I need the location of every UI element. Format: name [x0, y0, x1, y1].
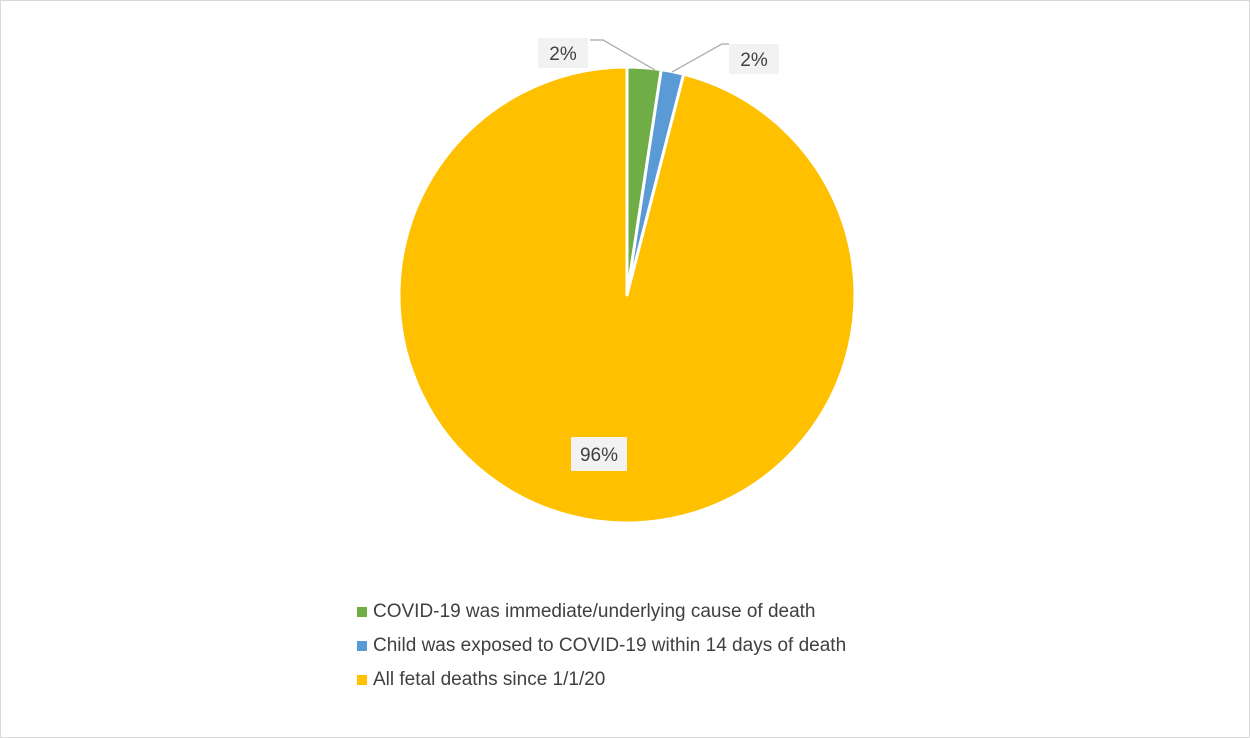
data-label: 2%: [740, 50, 768, 71]
leader-lines: [590, 39, 729, 73]
legend-swatch: [357, 674, 367, 685]
pie-slices: [397, 65, 857, 525]
data-labels: 2% 2% 96%: [538, 38, 779, 471]
data-label-box: [729, 44, 779, 74]
legend-label: COVID-19 was immediate/underlying cause …: [373, 600, 816, 622]
chart-legend: COVID-19 was immediate/underlying cause …: [357, 597, 846, 699]
leader-line: [671, 43, 729, 73]
data-label-box: [571, 437, 627, 471]
legend-label: Child was exposed to COVID-19 within 14 …: [373, 634, 847, 656]
legend-label: All fetal deaths since 1/1/20: [373, 668, 606, 690]
leader-line: [590, 39, 656, 71]
data-label: 2%: [549, 44, 577, 65]
legend-swatch: [357, 606, 367, 617]
legend-item-all-fetal-deaths: All fetal deaths since 1/1/20: [357, 665, 846, 694]
data-label-box: [538, 38, 588, 68]
legend-item-covid-cause: COVID-19 was immediate/underlying cause …: [357, 597, 846, 626]
legend-item-covid-exposed: Child was exposed to COVID-19 within 14 …: [357, 631, 846, 660]
legend-swatch: [357, 640, 367, 651]
pie-slice: [397, 65, 857, 525]
data-label: 96%: [580, 445, 618, 466]
